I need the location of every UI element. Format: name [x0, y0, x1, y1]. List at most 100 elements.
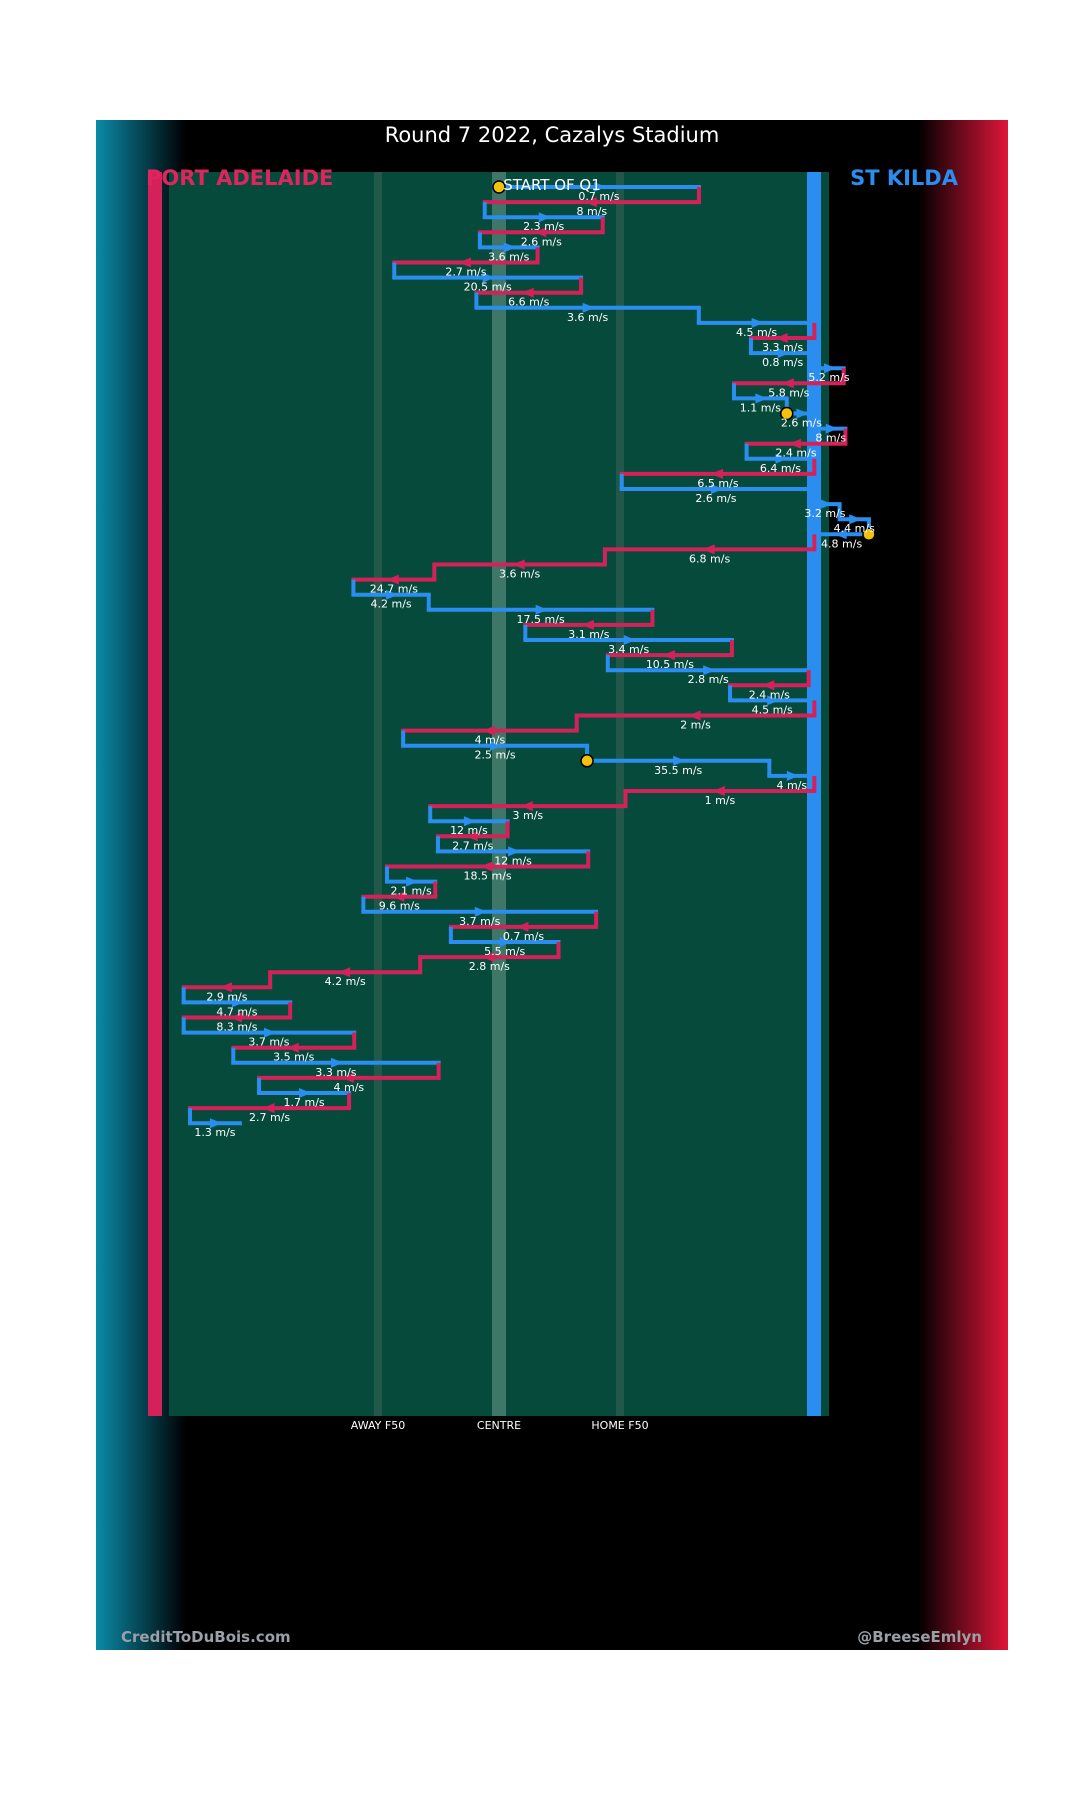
direction-arrow: [755, 393, 768, 404]
speed-label: 3.6 m/s: [499, 568, 540, 581]
direction-arrow: [582, 302, 595, 313]
direction-arrow: [262, 1103, 275, 1114]
speed-label: 1.3 m/s: [194, 1126, 235, 1139]
chart-card: AWAY F50 CENTRE HOME F50 0.7 m/s 8 m/s 2.3 m/…: [96, 120, 1008, 1650]
speed-label: 1.1 m/s: [740, 401, 781, 414]
direction-arrow: [299, 1088, 312, 1098]
field-band-2: [616, 172, 624, 1416]
speed-label: 8 m/s: [577, 205, 608, 218]
direction-arrow: [231, 997, 244, 1008]
direction-arrow: [392, 891, 405, 902]
stoppage-marker: [780, 406, 794, 421]
chain-chart: AWAY F50 CENTRE HOME F50 0.7 m/s 8 m/s 2.3 m/…: [148, 172, 876, 1432]
speed-label: 4 m/s: [777, 779, 808, 792]
direction-arrow: [825, 423, 838, 434]
direction-arrow: [482, 272, 495, 283]
speed-label: 3.3 m/s: [315, 1066, 356, 1079]
direction-arrow: [219, 982, 232, 993]
speed-label: 2 m/s: [680, 719, 711, 732]
speed-label: 1 m/s: [705, 794, 736, 807]
speed-label: 3 m/s: [513, 809, 544, 822]
speed-label: 4.2 m/s: [325, 975, 366, 988]
direction-arrow: [789, 438, 802, 449]
speed-label: 6.6 m/s: [508, 296, 549, 309]
direction-arrow: [593, 182, 606, 192]
team-right-name: ST KILDA: [850, 166, 958, 190]
team-left-name: PORT ADELAIDE: [146, 166, 334, 190]
speed-label: 3.6 m/s: [567, 311, 608, 324]
direction-arrow: [834, 529, 847, 540]
direction-arrow: [209, 1118, 222, 1129]
x-tick-label: HOME F50: [591, 1419, 648, 1432]
direction-arrow: [767, 695, 780, 706]
speed-label: 3.4 m/s: [608, 643, 649, 656]
speed-label: 20.5 m/s: [464, 281, 512, 294]
direction-arrow: [819, 499, 832, 510]
speed-label: 6.4 m/s: [760, 462, 801, 475]
stoppage-marker: [580, 754, 594, 768]
direction-arrow: [534, 227, 547, 238]
speed-label: 3.5 m/s: [273, 1051, 314, 1064]
speed-label: 17.5 m/s: [517, 613, 565, 626]
direction-arrow: [465, 831, 478, 842]
x-tick-label: CENTRE: [477, 1419, 521, 1432]
direction-arrow: [796, 408, 809, 419]
speed-label: 4.4 m/s: [834, 522, 875, 535]
speed-label: 2.6 m/s: [695, 492, 736, 505]
speed-label: 2.1 m/s: [391, 885, 432, 898]
speed-label: 4.8 m/s: [821, 537, 862, 550]
direction-arrow: [711, 468, 724, 479]
direction-arrow: [516, 921, 529, 932]
speed-label: 3.7 m/s: [459, 915, 500, 928]
speed-label: 2.8 m/s: [688, 673, 729, 686]
credit-right: @BreeseEmlyn: [857, 1628, 982, 1646]
direction-arrow: [499, 937, 512, 947]
speed-label: 2.4 m/s: [775, 447, 816, 460]
direction-arrow: [482, 725, 495, 736]
speed-label: 2.6 m/s: [781, 417, 822, 430]
quarter-label: START OF Q1: [503, 176, 601, 194]
direction-arrow: [480, 861, 493, 872]
speed-label: 4 m/s: [334, 1081, 365, 1094]
direction-arrow: [751, 317, 764, 328]
direction-arrow: [781, 378, 794, 389]
speed-label: 5.5 m/s: [484, 945, 525, 958]
speed-label: 0.7 m/s: [503, 930, 544, 943]
st-kilda-gradient: [918, 120, 1008, 1650]
direction-arrow: [535, 604, 548, 615]
stoppage-marker: [492, 180, 506, 194]
speed-label: 3.6 m/s: [488, 250, 529, 263]
direction-arrow: [538, 212, 551, 223]
direction-arrow: [503, 242, 516, 253]
speed-label: 5.2 m/s: [808, 371, 849, 384]
speed-label: 2.8 m/s: [469, 960, 510, 973]
direction-arrow: [584, 197, 597, 208]
direction-arrow: [673, 755, 686, 766]
speed-label: 24.7 m/s: [370, 583, 418, 596]
direction-arrow: [623, 635, 636, 645]
speed-label: 1.7 m/s: [283, 1096, 324, 1109]
direction-arrow: [775, 333, 788, 343]
direction-arrow: [786, 770, 799, 781]
direction-arrow: [703, 665, 716, 676]
speed-label: 4.7 m/s: [216, 1005, 257, 1018]
direction-arrow: [702, 544, 715, 555]
direction-arrow: [263, 1027, 276, 1038]
direction-arrow: [463, 816, 476, 827]
direction-arrow: [512, 559, 525, 570]
x-tick-label: AWAY F50: [351, 1419, 405, 1432]
field-band-0: [374, 172, 382, 1416]
port-adelaide-goal-line: [148, 172, 162, 1416]
speed-label: 12 m/s: [450, 824, 488, 837]
direction-arrow: [688, 710, 701, 721]
speed-label: 35.5 m/s: [654, 764, 702, 777]
speed-label: 4 m/s: [475, 734, 506, 747]
direction-arrow: [775, 453, 788, 464]
direction-arrow: [777, 348, 790, 359]
speed-label: 4.5 m/s: [736, 326, 777, 339]
speed-label: 2.3 m/s: [523, 220, 564, 233]
direction-arrow: [712, 786, 725, 796]
direction-arrow: [330, 1057, 343, 1068]
speed-label: 3.3 m/s: [762, 341, 803, 354]
speed-label: 10.5 m/s: [646, 658, 694, 671]
